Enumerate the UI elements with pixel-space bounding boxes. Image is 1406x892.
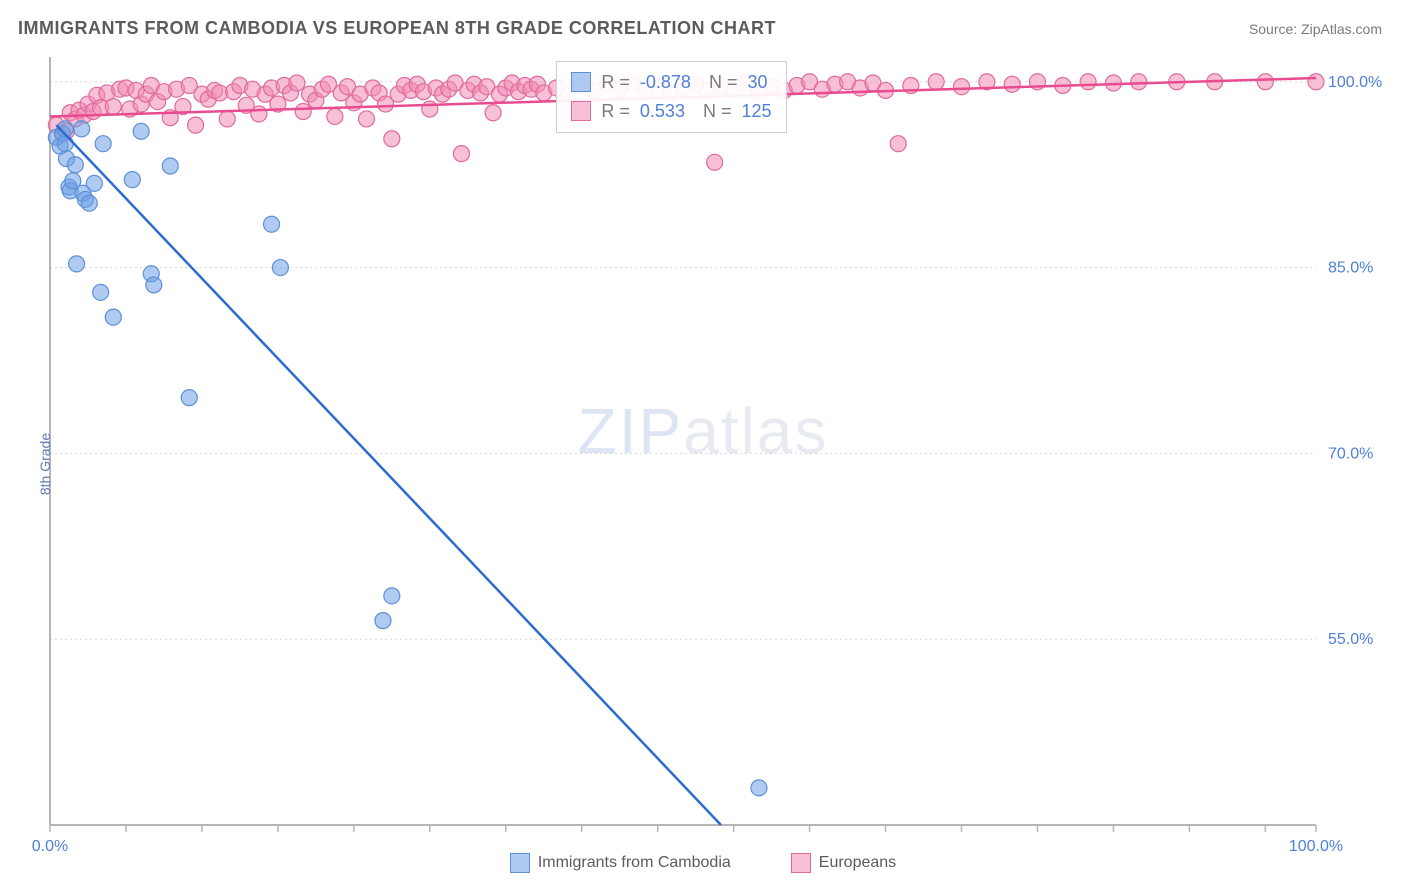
chart-svg: 100.0%85.0%70.0%55.0%0.0%100.0% bbox=[0, 47, 1406, 881]
n-value-a: 30 bbox=[747, 68, 767, 97]
y-axis-label: 8th Grade bbox=[37, 433, 53, 495]
r-label-b: R = bbox=[601, 97, 630, 126]
bottom-label-b: Europeans bbox=[819, 854, 896, 872]
r-label: R = bbox=[601, 68, 630, 97]
svg-text:70.0%: 70.0% bbox=[1328, 445, 1373, 462]
swatch-bottom-a bbox=[510, 853, 530, 873]
svg-text:55.0%: 55.0% bbox=[1328, 631, 1373, 648]
chart-area: 8th Grade ZIPatlas 100.0%85.0%70.0%55.0%… bbox=[0, 47, 1406, 881]
bottom-label-a: Immigrants from Cambodia bbox=[538, 854, 731, 872]
stats-legend: R = -0.878 N = 30 R = 0.533 N = 125 bbox=[556, 61, 786, 133]
stats-row-b: R = 0.533 N = 125 bbox=[571, 97, 771, 126]
bottom-legend-b: Europeans bbox=[791, 853, 896, 873]
n-value-b: 125 bbox=[741, 97, 771, 126]
svg-text:85.0%: 85.0% bbox=[1328, 260, 1373, 277]
swatch-series-a bbox=[571, 72, 591, 92]
svg-text:100.0%: 100.0% bbox=[1328, 74, 1382, 91]
bottom-legend-a: Immigrants from Cambodia bbox=[510, 853, 731, 873]
n-label-b: N = bbox=[703, 97, 732, 126]
swatch-bottom-b bbox=[791, 853, 811, 873]
n-label: N = bbox=[709, 68, 738, 97]
r-value-b: 0.533 bbox=[640, 97, 685, 126]
stats-row-a: R = -0.878 N = 30 bbox=[571, 68, 771, 97]
chart-title: IMMIGRANTS FROM CAMBODIA VS EUROPEAN 8TH… bbox=[18, 18, 776, 39]
swatch-series-b bbox=[571, 101, 591, 121]
source-label: Source: ZipAtlas.com bbox=[1249, 21, 1382, 37]
r-value-a: -0.878 bbox=[640, 68, 691, 97]
